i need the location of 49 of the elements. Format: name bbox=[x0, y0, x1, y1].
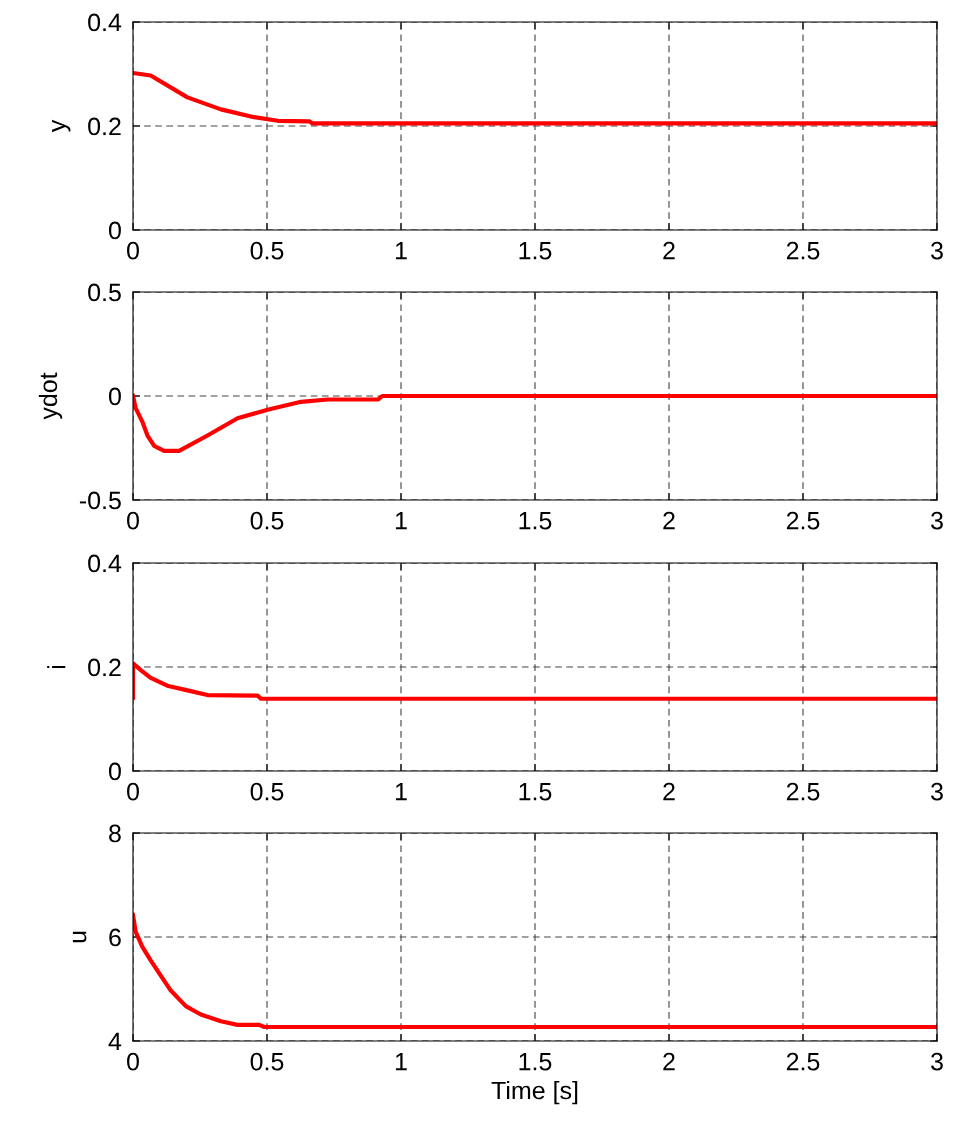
x-tick-label: 0 bbox=[127, 511, 139, 530]
line-series bbox=[133, 393, 937, 453]
y-tick-label: 0 bbox=[108, 221, 121, 240]
x-tick-label: 3 bbox=[931, 1052, 943, 1071]
x-axis-title: Time [s] bbox=[491, 1080, 578, 1105]
x-tick-label: 3 bbox=[931, 511, 943, 530]
x-tick-label: 0.5 bbox=[250, 511, 284, 530]
y-tick-label: -0.5 bbox=[79, 491, 121, 510]
x-tick-label: 1.5 bbox=[519, 783, 552, 801]
line-series bbox=[133, 70, 937, 126]
x-tick-label: 1 bbox=[395, 512, 407, 530]
y-tick-label: 0.4 bbox=[88, 554, 122, 573]
x-tick-label: 0.5 bbox=[250, 1052, 284, 1071]
x-tick-label: 2 bbox=[663, 241, 675, 260]
line-series bbox=[133, 661, 937, 701]
x-tick-label: 1 bbox=[395, 783, 407, 801]
x-tick-label: 1.5 bbox=[519, 1053, 552, 1071]
y-tick-label: 6 bbox=[109, 928, 121, 947]
y-tick-label: 0 bbox=[108, 387, 121, 406]
x-tick-label: 0 bbox=[127, 1052, 139, 1071]
y-axis-title: i bbox=[47, 665, 66, 669]
x-tick-label: 1.5 bbox=[519, 242, 552, 260]
x-tick-label: 3 bbox=[931, 241, 943, 260]
y-tick-label: 4 bbox=[108, 1032, 122, 1051]
x-tick-label: 3 bbox=[931, 782, 943, 801]
y-tick-label: 0.2 bbox=[88, 117, 121, 136]
x-tick-label: 1 bbox=[395, 242, 407, 260]
y-tick-label: 0.4 bbox=[88, 13, 122, 32]
y-tick-label: 8 bbox=[109, 824, 121, 843]
x-tick-label: 0 bbox=[127, 782, 139, 801]
y-axis-title: ydot bbox=[38, 372, 63, 420]
y-axis-title: u bbox=[72, 931, 87, 943]
x-tick-label: 2.5 bbox=[786, 1052, 820, 1071]
x-tick-label: 2 bbox=[663, 1052, 675, 1071]
x-tick-label: 0.5 bbox=[250, 241, 284, 260]
x-tick-label: 0 bbox=[127, 241, 139, 260]
y-tick-label: 0 bbox=[108, 762, 121, 781]
x-tick-label: 2.5 bbox=[786, 241, 820, 260]
x-tick-label: 1 bbox=[395, 1053, 407, 1071]
x-tick-label: 2 bbox=[663, 782, 675, 801]
x-tick-label: 1.5 bbox=[519, 512, 552, 530]
y-tick-label: 0.5 bbox=[88, 283, 121, 302]
x-tick-label: 2 bbox=[663, 511, 675, 530]
x-tick-label: 2.5 bbox=[786, 511, 820, 530]
x-tick-label: 0.5 bbox=[250, 782, 284, 801]
y-axis-title: y bbox=[52, 119, 71, 133]
line-series bbox=[133, 913, 937, 1030]
y-tick-label: 0.2 bbox=[88, 658, 121, 677]
x-tick-label: 2.5 bbox=[786, 782, 820, 801]
